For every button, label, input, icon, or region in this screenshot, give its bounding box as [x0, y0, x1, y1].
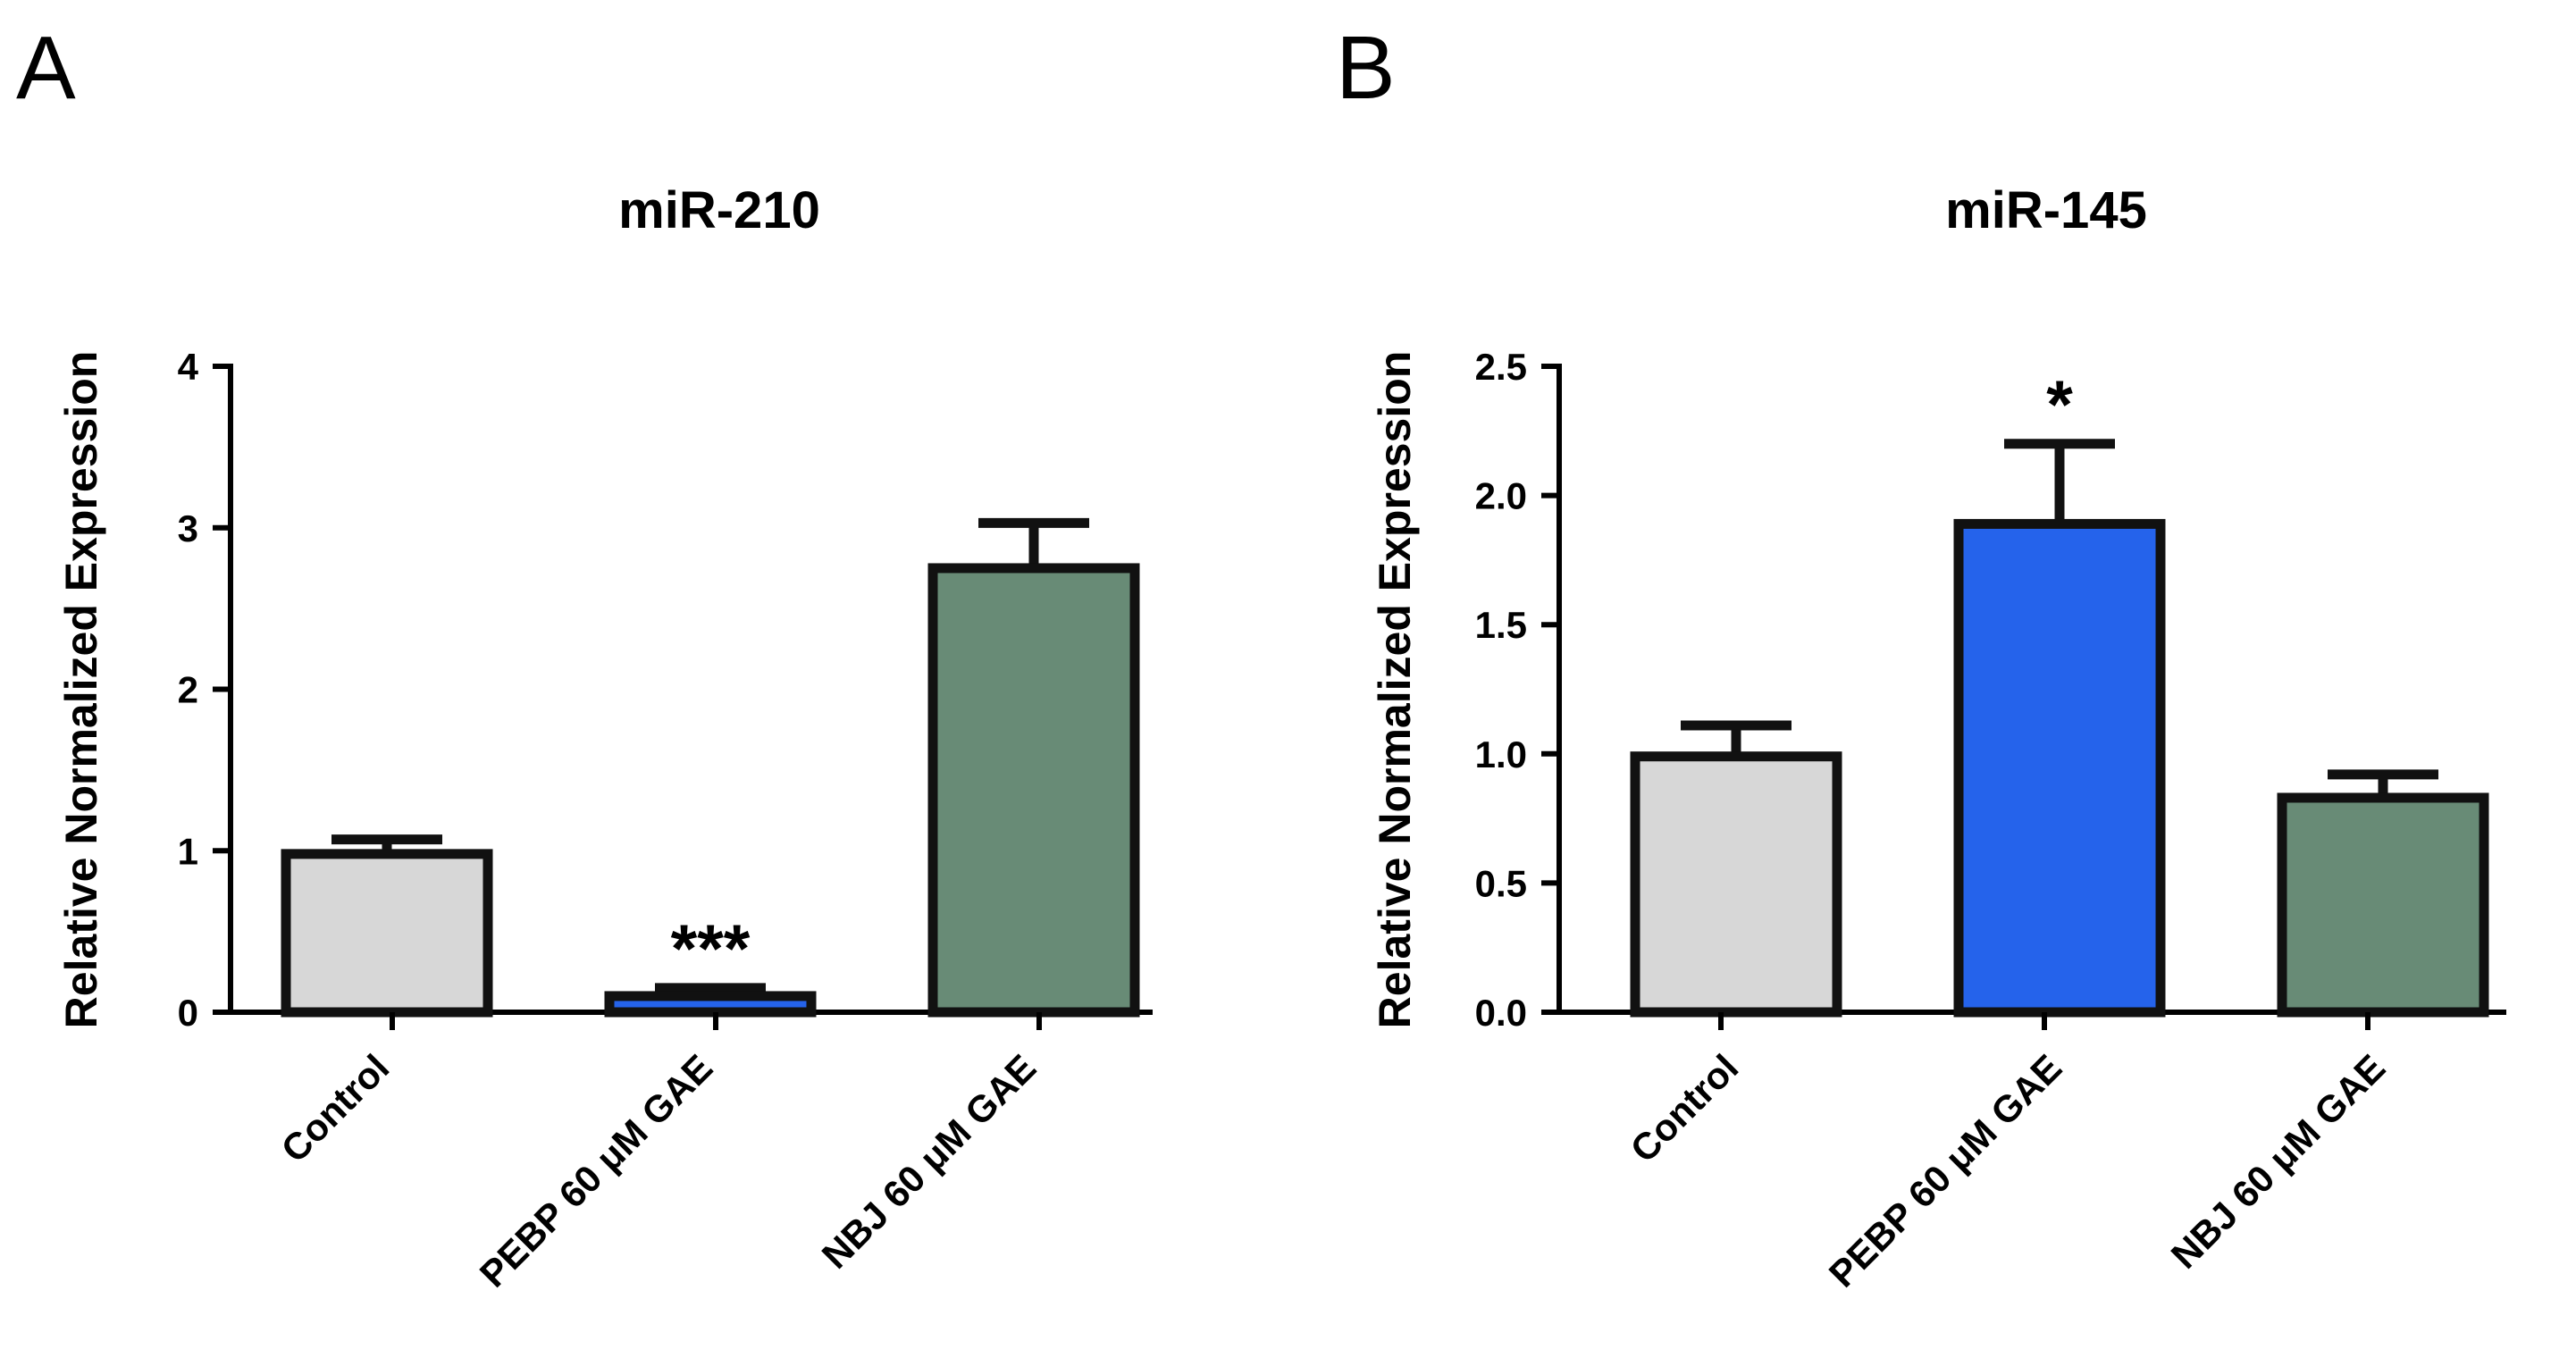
- y-tick-label: 2: [178, 669, 198, 711]
- x-tick-label: NBJ 60 μM GAE: [2163, 1046, 2394, 1277]
- y-tick-label: 1.5: [1475, 604, 1527, 646]
- chart-title: miR-145: [1945, 181, 2147, 239]
- chart-title: miR-210: [618, 181, 820, 239]
- y-tick-label: 2.0: [1475, 475, 1527, 517]
- y-tick-label: 3: [178, 507, 198, 549]
- bar-3: [927, 563, 1140, 1018]
- error-bar: [1681, 720, 1791, 757]
- y-tick-label: 0.5: [1475, 862, 1527, 904]
- x-tick-label: PEBP 60 μM GAE: [1821, 1046, 2070, 1295]
- error-bar: [2004, 439, 2115, 524]
- y-tick-label: 0.0: [1475, 992, 1527, 1034]
- x-tick-label: NBJ 60 μM GAE: [814, 1046, 1045, 1277]
- y-tick-label: 2.5: [1475, 346, 1527, 388]
- bar-1: [281, 849, 493, 1018]
- y-tick-label: 1.0: [1475, 733, 1527, 775]
- bar-2: [604, 991, 817, 1018]
- y-tick-label: 4: [178, 346, 199, 388]
- y-tick-label: 0: [178, 992, 198, 1034]
- bar-1: [1630, 751, 1842, 1018]
- bar-3: [2277, 792, 2489, 1018]
- significance-marker: *: [2046, 367, 2073, 443]
- y-tick-label: 1: [178, 830, 198, 872]
- x-tick-label: Control: [1623, 1046, 1747, 1170]
- x-tick-label: PEBP 60 μM GAE: [472, 1046, 721, 1295]
- panel-letter: A: [16, 18, 76, 118]
- y-axis-label: Relative Normalized Expression: [1370, 351, 1420, 1029]
- bar-2: [1953, 518, 2166, 1018]
- panel-letter: B: [1336, 18, 1396, 118]
- x-tick-label: Control: [273, 1046, 398, 1170]
- error-bar: [978, 517, 1089, 568]
- significance-marker: ***: [671, 911, 751, 987]
- y-axis-label: Relative Normalized Expression: [56, 351, 106, 1029]
